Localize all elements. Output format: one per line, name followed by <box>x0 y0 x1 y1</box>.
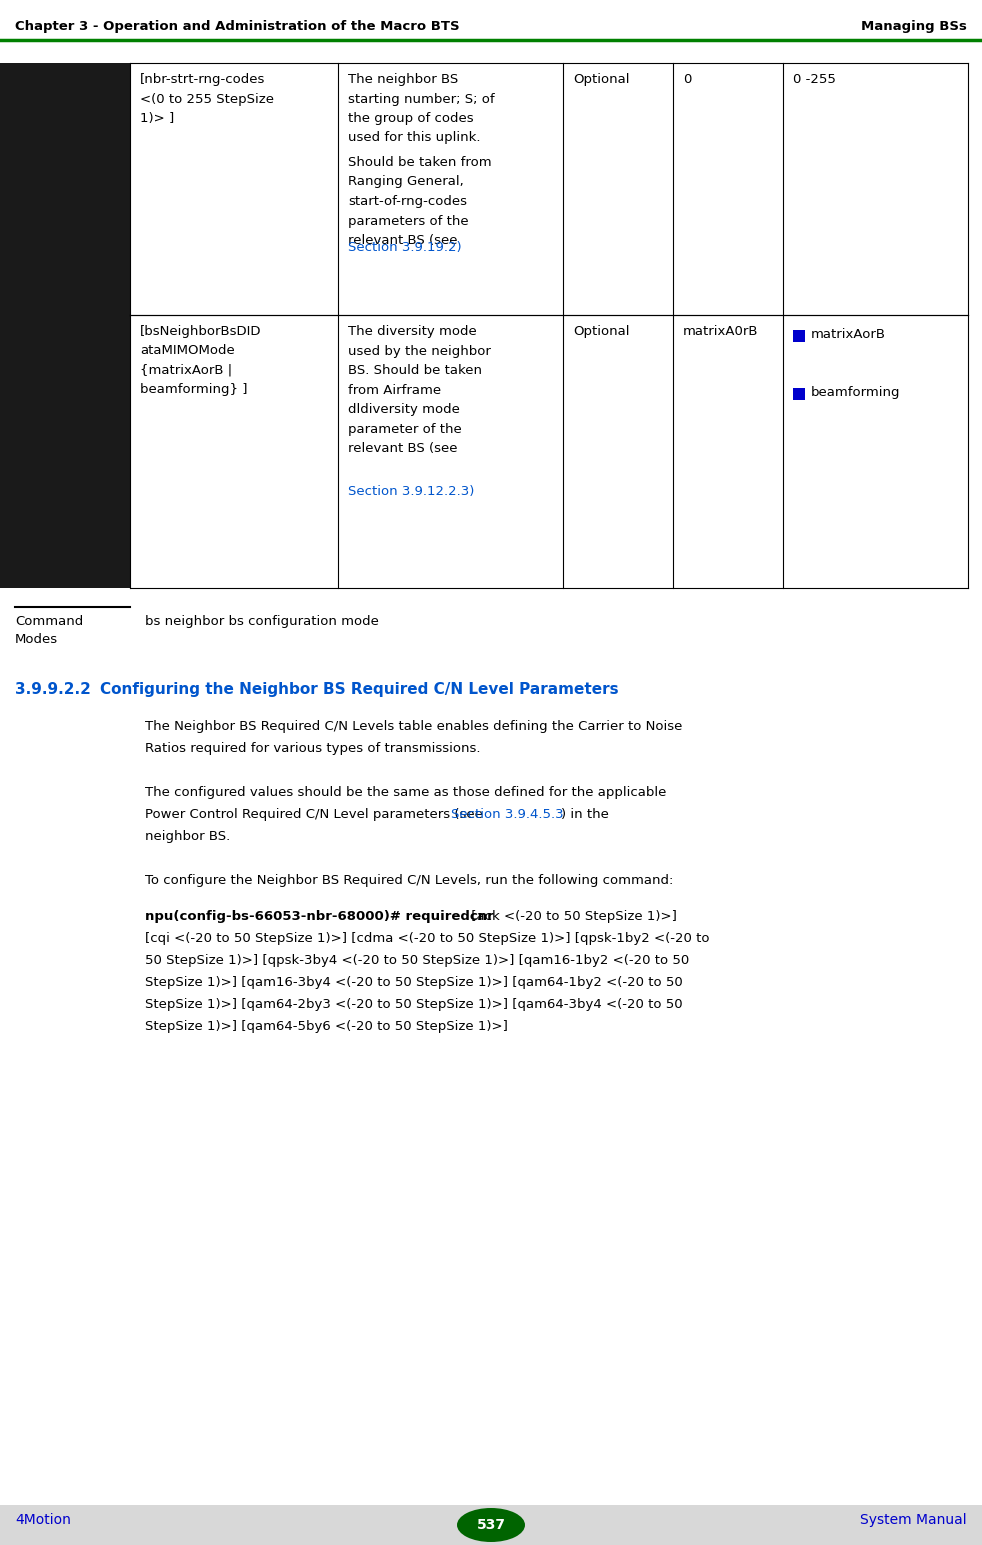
Text: Optional: Optional <box>573 324 629 338</box>
Text: The neighbor BS
starting number; S; of
the group of codes
used for this uplink.: The neighbor BS starting number; S; of t… <box>348 73 495 145</box>
Text: Section 3.9.12.2.3): Section 3.9.12.2.3) <box>348 485 474 497</box>
Text: npu(config-bs-66053-nbr-68000)# requiredcnr: npu(config-bs-66053-nbr-68000)# required… <box>145 910 494 922</box>
Text: 0 -255: 0 -255 <box>793 73 836 87</box>
Text: 537: 537 <box>476 1519 506 1533</box>
Text: [nbr-strt-rng-codes
<(0 to 255 StepSize
1)> ]: [nbr-strt-rng-codes <(0 to 255 StepSize … <box>140 73 274 125</box>
Text: StepSize 1)>] [qam16-3by4 <(-20 to 50 StepSize 1)>] [qam64-1by2 <(-20 to 50: StepSize 1)>] [qam16-3by4 <(-20 to 50 St… <box>145 976 682 989</box>
Text: matrixAorB: matrixAorB <box>811 328 886 341</box>
Text: matrixA0rB: matrixA0rB <box>683 324 758 338</box>
Text: 3.9.9.2.2: 3.9.9.2.2 <box>15 681 91 697</box>
Bar <box>0 63 130 315</box>
Text: The Neighbor BS Required C/N Levels table enables defining the Carrier to Noise: The Neighbor BS Required C/N Levels tabl… <box>145 720 682 732</box>
Text: bs neighbor bs configuration mode: bs neighbor bs configuration mode <box>145 615 379 627</box>
Text: To configure the Neighbor BS Required C/N Levels, run the following command:: To configure the Neighbor BS Required C/… <box>145 874 674 887</box>
Text: Section 3.9.19.2): Section 3.9.19.2) <box>348 241 462 253</box>
Text: The configured values should be the same as those defined for the applicable: The configured values should be the same… <box>145 786 667 799</box>
Text: [ack <(-20 to 50 StepSize 1)>]: [ack <(-20 to 50 StepSize 1)>] <box>467 910 677 922</box>
Text: System Manual: System Manual <box>860 1513 967 1526</box>
Text: 0: 0 <box>683 73 691 87</box>
Bar <box>793 388 805 400</box>
Bar <box>0 315 130 589</box>
Text: Should be taken from
Ranging General,
start-of-rng-codes
parameters of the
relev: Should be taken from Ranging General, st… <box>348 156 492 247</box>
Text: StepSize 1)>] [qam64-2by3 <(-20 to 50 StepSize 1)>] [qam64-3by4 <(-20 to 50: StepSize 1)>] [qam64-2by3 <(-20 to 50 St… <box>145 998 682 1010</box>
Text: Command
Modes: Command Modes <box>15 615 83 646</box>
Text: neighbor BS.: neighbor BS. <box>145 830 230 844</box>
Text: [bsNeighborBsDID
ataMIMOMode
{matrixAorB |
beamforming} ]: [bsNeighborBsDID ataMIMOMode {matrixAorB… <box>140 324 261 397</box>
Text: Chapter 3 - Operation and Administration of the Macro BTS: Chapter 3 - Operation and Administration… <box>15 20 460 32</box>
Text: 50 StepSize 1)>] [qpsk-3by4 <(-20 to 50 StepSize 1)>] [qam16-1by2 <(-20 to 50: 50 StepSize 1)>] [qpsk-3by4 <(-20 to 50 … <box>145 953 689 967</box>
Text: Configuring the Neighbor BS Required C/N Level Parameters: Configuring the Neighbor BS Required C/N… <box>100 681 619 697</box>
Text: [cqi <(-20 to 50 StepSize 1)>] [cdma <(-20 to 50 StepSize 1)>] [qpsk-1by2 <(-20 : [cqi <(-20 to 50 StepSize 1)>] [cdma <(-… <box>145 932 710 946</box>
Text: Power Control Required C/N Level parameters (see: Power Control Required C/N Level paramet… <box>145 808 487 820</box>
Bar <box>0 1505 982 1545</box>
Ellipse shape <box>457 1508 525 1542</box>
Text: 4Motion: 4Motion <box>15 1513 71 1526</box>
Text: Section 3.9.4.5.3: Section 3.9.4.5.3 <box>451 808 564 820</box>
Text: ) in the: ) in the <box>561 808 609 820</box>
Text: Optional: Optional <box>573 73 629 87</box>
Text: StepSize 1)>] [qam64-5by6 <(-20 to 50 StepSize 1)>]: StepSize 1)>] [qam64-5by6 <(-20 to 50 St… <box>145 1020 508 1034</box>
Text: The diversity mode
used by the neighbor
BS. Should be taken
from Airframe
dldive: The diversity mode used by the neighbor … <box>348 324 491 454</box>
Bar <box>793 331 805 341</box>
Text: beamforming: beamforming <box>811 386 900 399</box>
Text: Managing BSs: Managing BSs <box>861 20 967 32</box>
Text: Ratios required for various types of transmissions.: Ratios required for various types of tra… <box>145 742 480 756</box>
